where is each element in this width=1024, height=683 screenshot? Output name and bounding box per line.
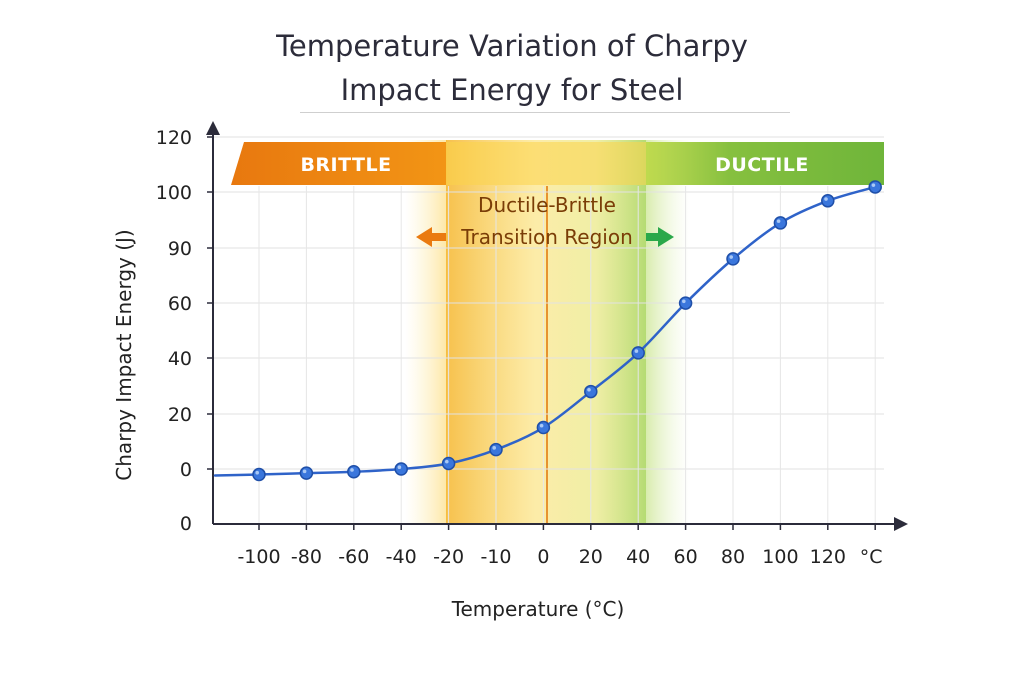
x-tick-label: 120: [810, 546, 846, 568]
data-point-highlight: [871, 183, 876, 187]
x-tick-label: 60: [674, 546, 698, 568]
data-point: [394, 462, 408, 476]
data-point-highlight: [539, 423, 544, 428]
ductile-label: DUCTILE: [715, 154, 809, 176]
y-tick-label: 100: [156, 182, 192, 204]
x-tick-label: 40: [626, 546, 650, 568]
data-point-highlight: [587, 387, 591, 392]
transition-band-top: [446, 142, 646, 185]
chart-title-line-1: Temperature Variation of Charpy: [276, 29, 748, 63]
x-tick-label: -40: [386, 546, 417, 568]
transition-glow-left: [405, 140, 447, 524]
series: [213, 180, 882, 482]
y-tick-label: 90: [168, 238, 192, 260]
data-point: [347, 465, 361, 479]
y-axis-arrow-icon: [206, 121, 220, 135]
y-tick-label: 60: [168, 293, 192, 315]
data-point: [252, 467, 266, 482]
chart-title: Temperature Variation of Charpy Impact E…: [0, 24, 1024, 112]
x-tick-label: -10: [480, 546, 511, 568]
x-tick-label: 80: [721, 546, 745, 568]
data-point: [299, 466, 314, 480]
data-point: [773, 216, 788, 230]
y-tick-label: 0: [180, 513, 192, 535]
data-point-highlight: [634, 349, 639, 353]
y-tick-label: 120: [156, 127, 192, 149]
data-point-highlight: [397, 465, 402, 470]
right-arrow-icon: [646, 227, 674, 247]
x-tick-label: -80: [291, 546, 322, 568]
data-point-highlight: [255, 470, 259, 475]
data-point-highlight: [729, 255, 733, 259]
transition-label-line-2: Transition Region: [460, 225, 633, 249]
brittle-band: [231, 142, 446, 185]
data-point-highlight: [824, 197, 828, 201]
data-point-highlight: [492, 446, 497, 450]
data-point-highlight: [682, 299, 686, 304]
y-tick-label: 0: [180, 459, 192, 481]
title-divider: [300, 112, 790, 113]
ductile-band: [646, 142, 884, 185]
x-tick-label: 0: [537, 546, 549, 568]
y-tick-label: 40: [168, 348, 192, 370]
y-tick-label: 20: [168, 404, 192, 426]
y-axis-title: Charpy Impact Energy (J): [112, 229, 136, 480]
axes: [206, 121, 908, 531]
transition-label-line-1: Ductile-Brittle: [478, 193, 616, 217]
brittle-label: BRITTLE: [300, 154, 391, 176]
x-axis-arrow-icon: [894, 517, 908, 531]
x-tick-labels: -100 -80 -60 -40 -20 -10 0 20 40 60 80 100 120 °C: [237, 546, 882, 568]
data-point: [536, 420, 551, 435]
x-tick-label: 20: [579, 546, 603, 568]
data-point: [868, 180, 882, 194]
data-point: [489, 442, 503, 457]
data-point-highlight: [776, 219, 781, 223]
transition-glow-right: [646, 140, 690, 524]
x-tick-label: -60: [338, 546, 369, 568]
x-tick-label: -20: [433, 546, 464, 568]
data-point: [631, 346, 645, 360]
x-tick-label: -100: [237, 546, 280, 568]
data-point-highlight: [445, 459, 449, 464]
data-point: [678, 296, 693, 310]
x-axis-title: Temperature (°C): [451, 597, 625, 621]
x-tick-label: 100: [762, 546, 798, 568]
left-arrow-icon: [416, 227, 446, 247]
data-point-highlight: [350, 468, 354, 472]
data-point-highlight: [302, 469, 307, 474]
data-point: [821, 194, 835, 208]
y-tick-labels: 0 0 20 40 60 90 100 120: [156, 127, 192, 535]
data-point: [584, 384, 598, 399]
chart-title-line-2: Impact Energy for Steel: [340, 73, 684, 107]
data-point: [726, 252, 740, 266]
x-unit-label: °C: [860, 546, 883, 568]
data-point: [441, 456, 456, 471]
